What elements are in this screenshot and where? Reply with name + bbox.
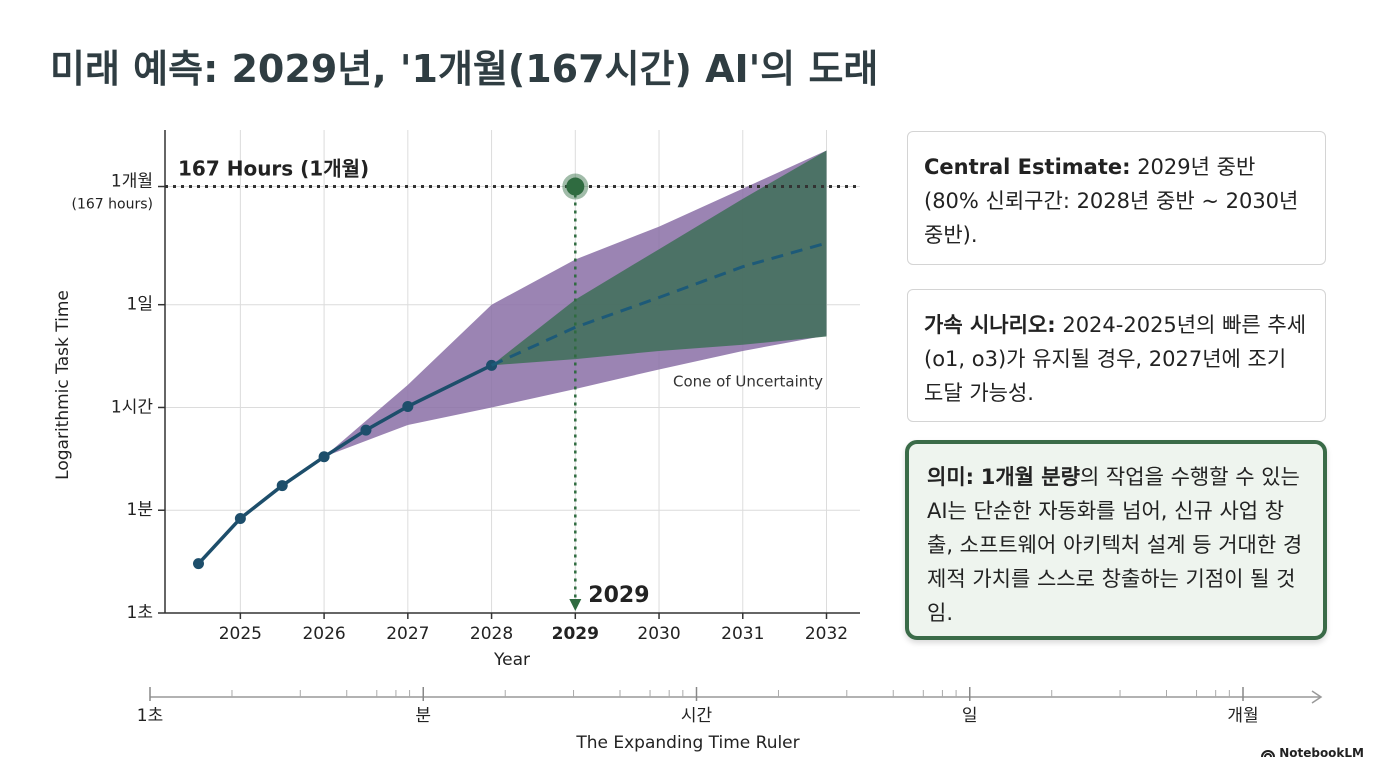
x-tick-label: 2032 — [805, 624, 848, 644]
y-axis-label: Logarithmic Task Time — [53, 290, 73, 480]
band-label: Cone of Uncertainty — [673, 373, 823, 391]
target-point — [566, 177, 585, 196]
note-text: 2024-2025년의 빠른 추세(o1, o3)가 유지될 경우, 2027년… — [924, 313, 1307, 405]
uncertainty-band — [491, 150, 827, 366]
ruler-arrow — [1311, 690, 1323, 704]
data-point — [360, 424, 372, 436]
y-tick-label: 1시간 — [111, 397, 153, 417]
y-tick-label: 1분 — [127, 500, 153, 520]
x-axis-label: Year — [493, 650, 530, 670]
note-text: 의 작업을 수행할 수 있는 AI는 단순한 자동화를 넘어, 신규 사업 창출… — [927, 465, 1303, 625]
slide-title: 미래 예측: 2029년, '1개월(167시간) AI'의 도래 — [50, 47, 879, 91]
data-point — [318, 451, 330, 463]
highlight-box: 의미: 1개월 분량의 작업을 수행할 수 있는 AI는 단순한 자동화를 넘어… — [905, 440, 1327, 640]
ruler-label: 분 — [415, 706, 431, 726]
note-box: 가속 시나리오: 2024-2025년의 빠른 추세(o1, o3)가 유지될 … — [907, 289, 1326, 422]
data-point — [276, 480, 288, 492]
ruler-label: 개월 — [1227, 706, 1258, 726]
note-text: 2029년 중반 (80% 신뢰구간: 2028년 중반 ~ 2030년 중반)… — [924, 155, 1299, 247]
series-line — [490, 241, 827, 367]
target-year: 2029 — [588, 583, 649, 608]
x-tick-label: 2030 — [637, 624, 680, 644]
y-tick-label: 1초 — [127, 603, 153, 623]
x-tick-label: 2027 — [386, 624, 429, 644]
x-tick-label: 2028 — [470, 624, 513, 644]
x-tick-label: 2031 — [721, 624, 764, 644]
note-emphasis: 1개월 분량 — [980, 465, 1080, 489]
note-label: 의미: — [927, 465, 975, 489]
ruler-label: 일 — [962, 706, 978, 726]
arrow-head — [569, 599, 582, 611]
y-tick-label: 1일 — [127, 295, 153, 315]
note-label: Central Estimate: — [924, 155, 1131, 179]
ruler-title: The Expanding Time Ruler — [575, 733, 799, 753]
target-label: 167 Hours (1개월) — [178, 157, 369, 181]
x-tick-label: 2029 — [552, 624, 599, 644]
ruler-label: 1초 — [137, 706, 163, 726]
brand: NotebookLM — [1261, 746, 1364, 760]
note-label: 가속 시나리오: — [924, 313, 1056, 337]
y-tick-label: 1개월 — [111, 172, 153, 192]
data-point — [234, 512, 246, 524]
brand-icon — [1261, 750, 1276, 758]
y-tick-note: (167 hours) — [72, 197, 153, 213]
x-tick-label: 2025 — [219, 624, 262, 644]
ruler-label: 시간 — [681, 706, 713, 726]
data-point — [402, 400, 414, 412]
data-point — [192, 558, 204, 570]
x-tick-label: 2026 — [302, 624, 345, 644]
brand-name: NotebookLM — [1279, 746, 1364, 760]
note-box: Central Estimate: 2029년 중반 (80% 신뢰구간: 20… — [907, 131, 1326, 265]
